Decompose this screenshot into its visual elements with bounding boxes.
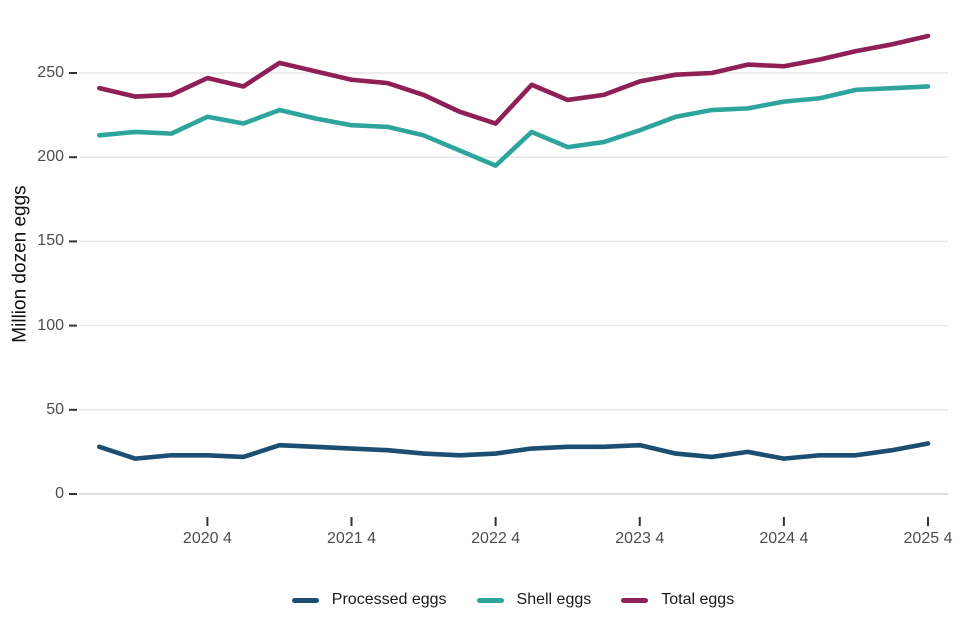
legend-item-total-eggs: Total eggs [621, 591, 734, 609]
y-tick-label-100: 100 [37, 316, 64, 334]
line-shell-eggs [97, 84, 931, 168]
legend-label-processed-eggs: Processed eggs [331, 591, 447, 608]
x-tick-label-2025: 2025 4 [903, 530, 953, 547]
legend-label-total-eggs: Total eggs [661, 591, 735, 608]
line-total-eggs [97, 33, 931, 126]
x-tick-label-2022: 2022 4 [471, 530, 521, 547]
y-tick-label-250: 250 [37, 64, 64, 81]
legend-swatch-total-eggs [621, 597, 649, 603]
y-tick-label-150: 150 [37, 232, 64, 250]
x-tick-label-2020: 2020 4 [182, 530, 232, 547]
x-tick-label-2024: 2024 4 [759, 530, 809, 547]
legend-item-processed-eggs: Processed eggs [291, 591, 447, 609]
x-tick-label-2021: 2021 4 [327, 530, 376, 547]
legend-item-shell-eggs: Shell eggs [476, 591, 592, 609]
x-tick-label-2023: 2023 4 [615, 530, 665, 547]
legend-swatch-shell-eggs [476, 597, 504, 603]
line-processed-eggs [97, 441, 931, 461]
legend-label-shell-eggs: Shell eggs [516, 591, 592, 608]
y-tick-label-200: 200 [37, 148, 64, 166]
chart-legend: Processed eggs Shell eggs Total eggs [78, 586, 948, 614]
legend-swatch-processed-eggs [291, 597, 319, 603]
y-tick-label-50: 50 [46, 400, 64, 418]
y-tick-label-0: 0 [55, 485, 64, 502]
